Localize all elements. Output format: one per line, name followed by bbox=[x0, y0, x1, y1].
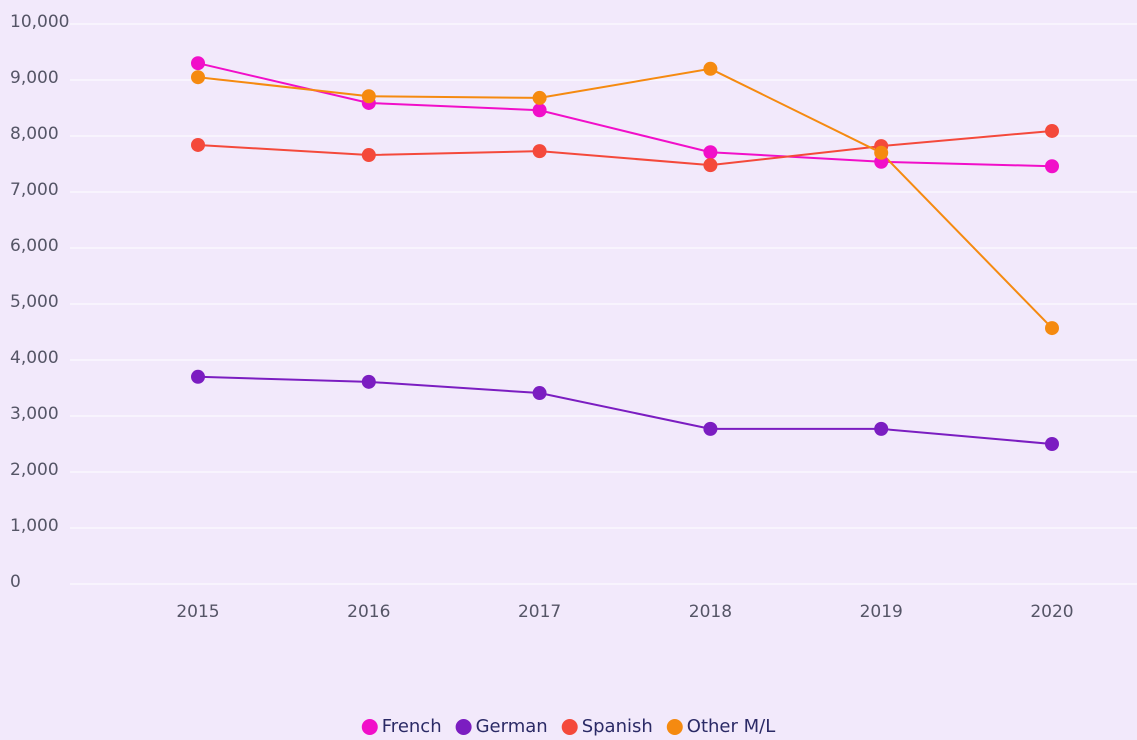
y-tick-label: 6,000 bbox=[10, 236, 59, 256]
y-tick-label: 9,000 bbox=[10, 68, 59, 88]
data-point bbox=[1045, 437, 1059, 451]
y-tick-label: 1,000 bbox=[10, 516, 59, 536]
data-point bbox=[191, 369, 205, 384]
x-tick-label: 2016 bbox=[347, 602, 390, 622]
y-tick-label: 0 bbox=[10, 572, 21, 592]
x-tick-label: 2019 bbox=[860, 602, 903, 622]
data-point bbox=[532, 386, 547, 401]
data-point bbox=[1045, 159, 1059, 174]
legend-label: Other M/L bbox=[687, 716, 775, 737]
data-point bbox=[874, 145, 889, 160]
data-point bbox=[874, 421, 889, 436]
x-tick-label: 2015 bbox=[176, 602, 219, 622]
legend: French German Spanish Other M/L bbox=[361, 716, 775, 737]
data-point bbox=[361, 148, 376, 163]
legend-swatch bbox=[455, 719, 472, 735]
series-line bbox=[197, 129, 1053, 167]
series-line bbox=[197, 375, 1053, 445]
legend-label: German bbox=[476, 716, 548, 737]
legend-label: Spanish bbox=[582, 716, 653, 737]
data-point bbox=[1045, 123, 1059, 138]
data-point bbox=[361, 374, 376, 389]
y-tick-label: 8,000 bbox=[10, 124, 59, 144]
data-point bbox=[703, 158, 718, 173]
data-point bbox=[191, 70, 205, 85]
y-tick-label: 2,000 bbox=[10, 460, 59, 480]
x-tick-label: 2017 bbox=[518, 602, 561, 622]
y-tick-label: 7,000 bbox=[10, 180, 59, 200]
data-point bbox=[191, 56, 205, 71]
y-tick-label: 10,000 bbox=[10, 12, 69, 32]
data-point bbox=[532, 103, 547, 118]
data-point bbox=[703, 145, 718, 160]
series-line bbox=[197, 62, 1053, 168]
data-point bbox=[532, 144, 547, 159]
y-tick-label: 3,000 bbox=[10, 404, 59, 424]
data-point bbox=[703, 61, 718, 76]
data-point bbox=[191, 137, 205, 152]
y-tick-label: 5,000 bbox=[10, 292, 59, 312]
data-point bbox=[361, 89, 376, 104]
x-tick-label: 2020 bbox=[1030, 602, 1073, 622]
series-line bbox=[197, 67, 1053, 329]
legend-swatch bbox=[361, 719, 378, 735]
data-point bbox=[703, 421, 718, 436]
legend-label: French bbox=[382, 716, 442, 737]
legend-swatch bbox=[666, 719, 683, 735]
data-point bbox=[532, 90, 547, 105]
y-tick-label: 4,000 bbox=[10, 348, 59, 368]
x-tick-label: 2018 bbox=[689, 602, 732, 622]
legend-swatch bbox=[561, 719, 578, 735]
data-point bbox=[1045, 321, 1059, 336]
